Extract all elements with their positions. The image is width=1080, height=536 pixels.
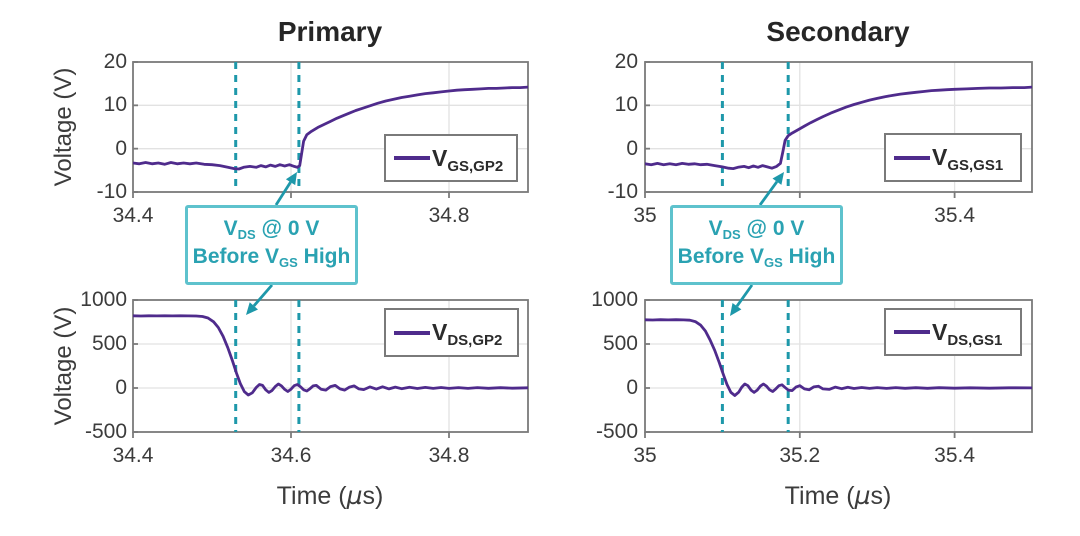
y-tick-label: 20	[614, 50, 638, 73]
y-tick-label: 0	[115, 376, 127, 399]
callout-primary: VDS @ 0 V Before VGS High	[185, 205, 358, 285]
waveform-trace	[645, 85, 1032, 171]
x-tick-label: 34.4	[112, 204, 154, 227]
axes-box	[644, 61, 1033, 193]
time-label-unit: s)	[362, 482, 384, 510]
x-axis-label-secondary: Time (µs)	[785, 481, 892, 511]
legend-label-subscript: DS,GS1	[947, 331, 1003, 349]
y-tick-label: 10	[103, 93, 127, 117]
y-tick-label: 1000	[80, 288, 127, 311]
x-tick-label: 34.6	[270, 444, 312, 467]
callout-subscript: GS	[764, 255, 783, 270]
callout-text: Before V	[192, 245, 280, 268]
x-tick-label: 35	[633, 204, 657, 227]
waveform-trace	[133, 314, 528, 397]
x-tick-label: 34.4	[112, 444, 154, 467]
legend-vds-gp2: V DS,GP2	[384, 308, 519, 357]
y-tick-label: 500	[91, 332, 127, 355]
legend-label-subscript: GS,GP2	[447, 157, 504, 175]
legend-vds-gs1: V DS,GS1	[884, 308, 1022, 356]
primary-title: Primary	[277, 16, 383, 47]
axes-box	[132, 61, 529, 193]
x-axis-label-primary: Time (µs)	[277, 481, 384, 511]
y-tick-label: -10	[607, 180, 638, 203]
callout-secondary: VDS @ 0 V Before VGS High	[670, 205, 843, 285]
legend-line-swatch	[394, 156, 430, 160]
x-tick-label: 35	[633, 444, 657, 467]
callout-text: V	[223, 217, 238, 240]
legend-line-swatch	[394, 330, 430, 335]
y-tick-label: 0	[115, 136, 127, 160]
legend-label-subscript: DS,GP2	[447, 332, 503, 349]
callout-line-1: VDS @ 0 V	[188, 216, 355, 244]
axes-box	[644, 299, 1033, 433]
legend-vgs-gs1: V GS,GS1	[884, 133, 1022, 182]
x-tick-label: 34.8	[428, 204, 470, 227]
callout-text: @ 0 V	[740, 217, 805, 240]
callout-line-2: Before VGS High	[188, 244, 355, 272]
x-tick-label: 35.4	[934, 204, 976, 227]
callout-subscript: DS	[722, 227, 741, 242]
y-tick-label: 500	[602, 332, 638, 355]
x-tick-label: 34.8	[428, 444, 470, 467]
callout-text: Before V	[677, 245, 765, 268]
axes-box	[132, 299, 529, 433]
legend-line-swatch	[894, 155, 930, 160]
callout-line-2: Before VGS High	[673, 244, 840, 272]
legend-label: V	[932, 318, 948, 345]
y-tick-label: 1000	[591, 288, 638, 311]
y-tick-label: -500	[595, 420, 638, 443]
x-tick-label: 35.2	[779, 444, 821, 467]
y-tick-label: 0	[626, 136, 638, 160]
y-tick-label: -500	[84, 420, 127, 443]
time-label-text: Time (	[784, 482, 855, 510]
waveform-trace	[133, 85, 528, 171]
legend-label-subscript: GS,GS1	[947, 157, 1004, 174]
time-label-text: Time (	[276, 482, 347, 510]
mu-symbol: µ	[854, 481, 871, 510]
waveform-trace	[645, 318, 1032, 397]
legend-label: V	[432, 319, 448, 345]
y-axis-label-bottom: Voltage (V)	[50, 306, 77, 426]
y-tick-label: 10	[614, 93, 638, 117]
callout-text: V	[708, 217, 723, 240]
legend-label: V	[932, 144, 948, 170]
y-tick-label: 20	[103, 50, 127, 73]
callout-subscript: GS	[279, 255, 298, 270]
legend-label: V	[432, 144, 448, 171]
callout-line-1: VDS @ 0 V	[673, 216, 840, 244]
y-axis-label-top: Voltage (V)	[50, 67, 77, 187]
legend-vgs-gp2: V GS,GP2	[384, 134, 518, 182]
x-tick-label: 35.4	[934, 444, 976, 467]
callout-text: High	[297, 245, 351, 268]
y-tick-label: -10	[96, 180, 127, 203]
time-label-unit: s)	[870, 482, 892, 510]
callout-text: @ 0 V	[255, 217, 320, 240]
callout-subscript: DS	[237, 227, 256, 242]
y-tick-label: 0	[626, 376, 638, 399]
mu-symbol: µ	[346, 481, 363, 510]
secondary-title: Secondary	[766, 16, 910, 47]
legend-line-swatch	[894, 330, 930, 334]
callout-text: High	[782, 245, 836, 268]
